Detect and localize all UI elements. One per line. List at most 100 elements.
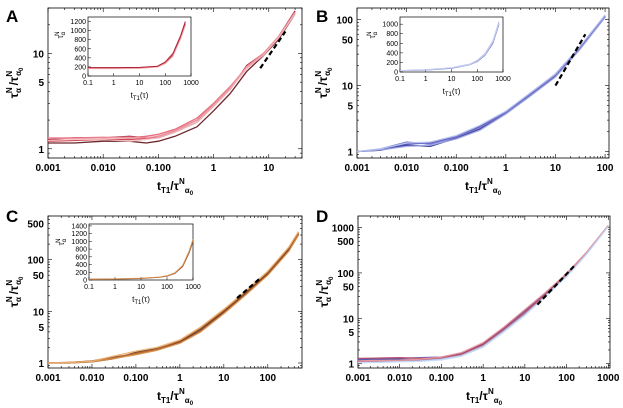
panel-a-x-tick-label: 0.100 — [146, 163, 171, 174]
panel-c-x-tick-label: 0.100 — [123, 373, 148, 384]
panel-a-inset-y-tick-label: 0 — [82, 74, 86, 81]
panel-a-series-line-s1 — [48, 13, 296, 144]
panel-c-inset-y-tick-label: 1400 — [71, 223, 87, 230]
panel-c-xlabel: tT1/τNα0 — [157, 387, 194, 407]
panel-b-xlabel: tT1/τNα0 — [465, 177, 502, 197]
panel-c-inset-x-tick-label: 10 — [137, 284, 145, 291]
panel-d-y-tick-label: 5 — [348, 328, 354, 339]
panel-b-inset-y-tick-label: 200 — [386, 60, 398, 67]
panel-b-inset-x-tick-label: 1 — [424, 76, 428, 83]
panel-c-frame — [47, 215, 303, 369]
panel-d-main-plot: 0.001 0.010 0.100 1 10 100 1000 1 5 10 50 100 500 100… — [315, 215, 620, 407]
panel-b-main-plot: 0.001 0.010 0.100 1 10 100151050100tT1/τNα0τα… — [314, 7, 614, 197]
panel-a-inset-x-tick-label: 1 — [112, 80, 116, 87]
panel-b-series-line-s4 — [356, 16, 606, 153]
panel-a-inset-x-tick-label: 0.1 — [83, 80, 93, 87]
panel-d-y-tick-label: 1 — [348, 360, 354, 371]
panel-a-x-tick-label: 0.001 — [35, 163, 60, 174]
panel-c-inset-y-tick-label: 400 — [75, 262, 87, 269]
panel-b-inset-x-tick-label: 100 — [471, 76, 483, 83]
panel-c-inset-x-tick-label: 100 — [161, 284, 173, 291]
panel-b-inset-y-tick-label: 0 — [394, 70, 398, 77]
panel-c-inset-x-tick-label: 1 — [113, 284, 117, 291]
panel-c-y-tick-label: 100 — [27, 256, 44, 267]
panel-c: C 0.001 0.010 0.100 1 10 100 1 5 10 50 100 500 tT1/τ… — [5, 207, 303, 407]
panel-c-inset-y-tick-label: 0 — [83, 278, 87, 285]
panel-b-inset-ylabel: ταN — [367, 31, 379, 38]
panel-c-y-tick-label: 10 — [33, 307, 45, 318]
panel-a-x-tick-label: 1 — [211, 163, 217, 174]
panel-a-inset-y-tick-label: 600 — [74, 46, 86, 53]
panel-b-inset-x-tick-label: 0.1 — [395, 76, 405, 83]
panel-a-letter: A — [6, 7, 18, 26]
panel-b-inset-y-tick-label: 1000 — [382, 22, 398, 29]
panel-c-inset-y-tick-label: 1000 — [71, 239, 87, 246]
panel-b-inset-frame — [399, 16, 504, 73]
panel-c-y-tick-label: 1 — [38, 359, 44, 370]
panel-a-y-tick-label: 5 — [38, 78, 44, 89]
panel-b-inset-x-tick-label: 10 — [448, 76, 456, 83]
panel-c-ylabel: ταN/τNα0 — [5, 276, 25, 307]
panel-b-inset-series-line — [399, 23, 500, 72]
panel-c-inset-y-tick-label: 800 — [75, 247, 87, 254]
panel-a-inset-series-line — [88, 21, 186, 69]
panel-c-inset-series-line — [88, 239, 194, 280]
panel-c-y-tick-label: 50 — [33, 271, 45, 282]
panel-a-inset-frame — [87, 16, 192, 77]
panel-b-x-tick-label: 0.100 — [444, 163, 469, 174]
panel-b-y-tick-label: 10 — [342, 82, 354, 93]
panel-b-ylabel: ταN/τNα0 — [314, 67, 334, 98]
panel-b-series-line-s5 — [356, 14, 606, 153]
panel-a-series-line-s6 — [47, 13, 296, 142]
panel-a-series-line-s5 — [47, 12, 296, 140]
panel-c-main-plot: 0.001 0.010 0.100 1 10 100 1 5 10 50 100 500 tT1/τNα… — [5, 215, 303, 407]
panel-b-x-tick-label: 0.001 — [344, 163, 369, 174]
panel-a-inset-x-tick-label: 100 — [159, 80, 171, 87]
panel-b-inset-y-tick-label: 600 — [386, 41, 398, 48]
panel-c-y-tick-label: 5 — [38, 323, 44, 334]
panel-a-x-tick-label: 10 — [263, 163, 275, 174]
panel-c-x-tick-label: 100 — [259, 373, 276, 384]
panel-a-inset-xlabel: tT1(τ) — [131, 91, 149, 102]
panel-d-series-line-s7 — [357, 226, 609, 364]
panel-d-x-tick-label: 10 — [519, 373, 531, 384]
panel-b-inset-y-tick-label: 400 — [386, 50, 398, 57]
panel-d-x-tick-label: 0.010 — [387, 373, 412, 384]
panel-a-inset-y-tick-label: 200 — [74, 64, 86, 71]
panel-a-inset-ylabel: ταN — [55, 31, 67, 38]
panel-d-y-tick-label: 1000 — [332, 224, 355, 235]
panel-b-x-tick-label: 10 — [550, 163, 562, 174]
panel-d-y-tick-label: 10 — [343, 314, 355, 325]
panel-c-inset-y-tick-label: 1200 — [71, 231, 87, 238]
panel-d-y-tick-label: 50 — [343, 283, 355, 294]
panel-a-xlabel: tT1/τNα0 — [157, 177, 194, 197]
panel-a-inset-y-tick-label: 1200 — [70, 19, 86, 26]
panel-c-x-tick-label: 0.001 — [35, 373, 60, 384]
panel-b-reference-dashed-line — [554, 33, 587, 87]
panel-d-frame — [357, 215, 611, 369]
panel-c-inset-x-tick-label: 1000 — [185, 284, 201, 291]
panel-c-inset-xlabel: tT1(τ) — [132, 295, 150, 306]
panel-c-y-tick-label: 500 — [27, 220, 44, 231]
panel-d-xlabel: tT1/τNα0 — [466, 387, 503, 407]
panel-c-inset-x-tick-label: 0.1 — [84, 284, 94, 291]
panel-c-inset-y-tick-label: 200 — [75, 270, 87, 277]
panel-b-letter: B — [316, 7, 328, 26]
panel-d-x-tick-label: 1 — [480, 373, 486, 384]
panel-b-y-tick-label: 5 — [347, 101, 353, 112]
panel-a-inset-x-tick-label: 10 — [136, 80, 144, 87]
panel-a-x-tick-label: 0.010 — [91, 163, 116, 174]
panel-c-series-line-s5 — [47, 231, 300, 364]
panel-d: D 0.001 0.010 0.100 1 10 100 1000 1 5 10 50 100 500 1… — [315, 207, 620, 407]
panel-d-reference-dashed-line — [536, 265, 575, 306]
panel-b-y-tick-label: 100 — [336, 16, 353, 27]
panel-c-inset: 0.1 1 10 100 10000200400600800100012001400tT… — [56, 223, 201, 306]
panel-b-inset-xlabel: tT1(τ) — [443, 87, 461, 98]
panel-d-x-tick-label: 0.001 — [345, 373, 370, 384]
panel-c-letter: C — [6, 207, 18, 226]
panel-c-x-tick-label: 0.010 — [79, 373, 104, 384]
panel-b-inset-y-tick-label: 800 — [386, 31, 398, 38]
panel-a-inset-series-line — [88, 25, 186, 70]
panel-b-x-tick-label: 0.010 — [394, 163, 419, 174]
